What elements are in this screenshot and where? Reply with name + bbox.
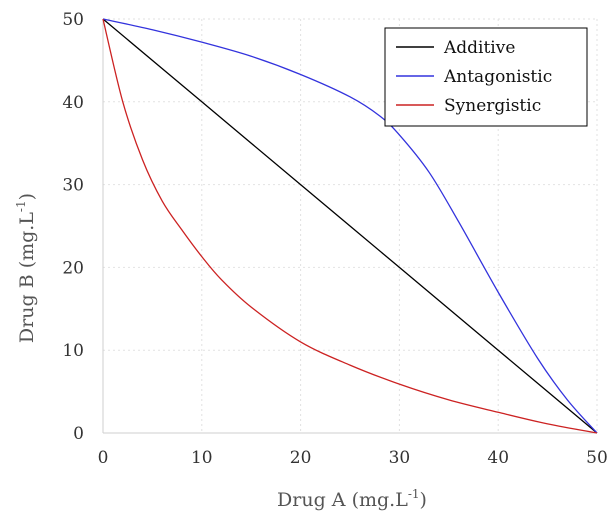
x-axis-title: Drug A (mg.L-1) (277, 487, 427, 511)
y-tick-label: 30 (62, 176, 84, 196)
x-tick-label: 40 (487, 448, 509, 468)
x-tick-label: 50 (586, 448, 608, 468)
y-tick-label: 20 (62, 258, 84, 278)
series-line-synergistic (102, 18, 598, 434)
series-line-additive (102, 18, 598, 434)
y-axis-title: Drug B (mg.L-1) (14, 193, 38, 343)
y-tick-label: 40 (62, 93, 84, 113)
legend-label-additive: Additive (443, 38, 515, 58)
legend-label-antagonistic: Antagonistic (443, 67, 552, 87)
x-tick-label: 10 (191, 448, 213, 468)
x-tick-label: 0 (98, 448, 109, 468)
y-tick-label: 0 (73, 424, 84, 444)
y-tick-label: 50 (62, 10, 84, 30)
legend-box (384, 27, 588, 127)
legend-label-synergistic: Synergistic (444, 96, 541, 116)
x-tick-label: 30 (389, 448, 411, 468)
legend: Additive Antagonistic Synergistic (384, 27, 588, 127)
tick-labels: 0 10 20 30 40 50 0 10 20 30 40 50 (62, 10, 607, 468)
y-tick-label: 10 (62, 341, 84, 361)
x-tick-label: 20 (290, 448, 312, 468)
axes (102, 19, 597, 434)
